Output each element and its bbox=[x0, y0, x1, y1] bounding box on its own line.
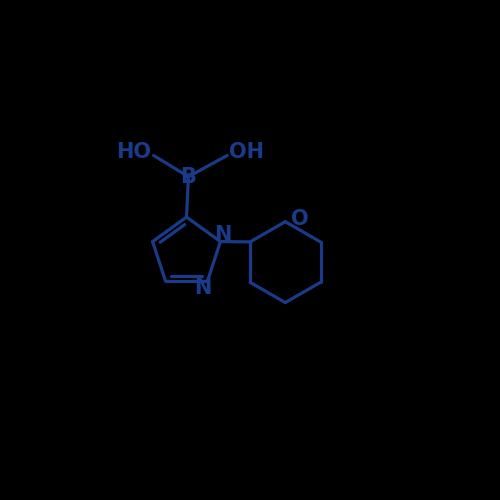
Text: N: N bbox=[194, 278, 212, 298]
Text: B: B bbox=[180, 166, 196, 186]
Text: HO: HO bbox=[116, 142, 152, 163]
Text: O: O bbox=[291, 208, 309, 229]
Text: N: N bbox=[214, 224, 231, 244]
Text: OH: OH bbox=[229, 142, 264, 163]
